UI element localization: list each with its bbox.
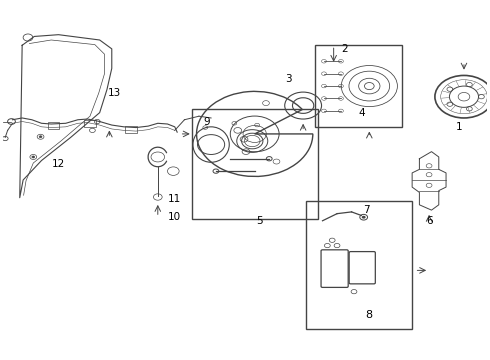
Text: 7: 7 <box>363 205 369 215</box>
Text: 12: 12 <box>52 159 65 169</box>
Text: 5: 5 <box>256 216 263 226</box>
Text: 2: 2 <box>341 44 347 54</box>
Text: 4: 4 <box>358 108 365 118</box>
Text: 3: 3 <box>285 74 292 84</box>
Bar <box>315 45 402 127</box>
Bar <box>125 126 137 133</box>
Text: 9: 9 <box>203 117 210 126</box>
Text: 10: 10 <box>168 212 181 222</box>
Bar <box>84 120 96 127</box>
Text: 8: 8 <box>365 310 372 320</box>
Bar <box>192 109 318 219</box>
Text: 13: 13 <box>108 88 121 98</box>
Bar <box>306 201 412 329</box>
Circle shape <box>39 136 42 138</box>
Text: 11: 11 <box>168 194 181 204</box>
Text: 1: 1 <box>456 122 463 132</box>
Text: 6: 6 <box>426 216 432 226</box>
Circle shape <box>362 216 366 219</box>
Bar <box>48 122 59 129</box>
Circle shape <box>32 156 35 158</box>
